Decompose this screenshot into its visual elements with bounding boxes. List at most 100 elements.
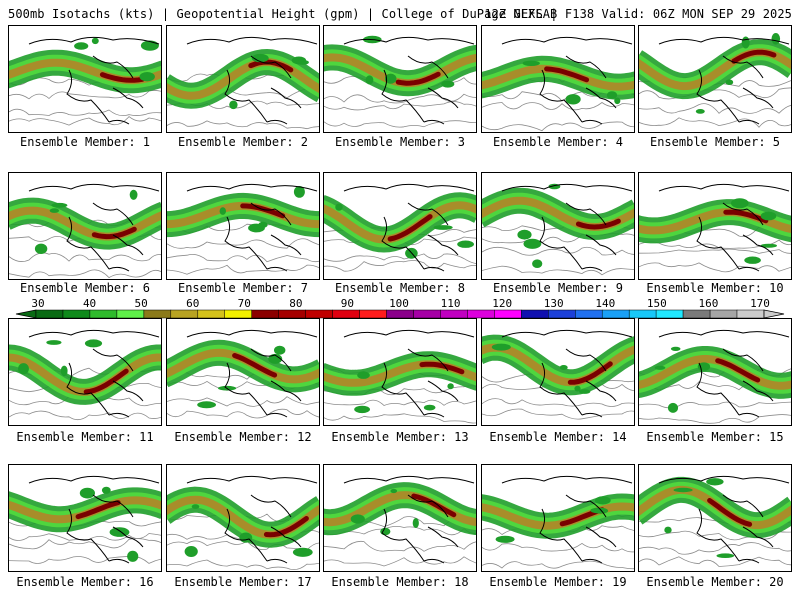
isotach-blob bbox=[74, 42, 89, 50]
isotach-blob bbox=[197, 401, 216, 409]
height-contour bbox=[324, 399, 476, 406]
isotach-blob bbox=[523, 238, 542, 249]
colorbar-tick-label: 80 bbox=[289, 297, 303, 310]
height-contour bbox=[9, 555, 161, 564]
coastline bbox=[343, 475, 475, 564]
coastline bbox=[186, 329, 318, 418]
member-caption: Ensemble Member: 10 bbox=[646, 281, 784, 295]
map-panel-member-10 bbox=[638, 172, 792, 280]
coastline bbox=[28, 36, 160, 125]
coastline bbox=[658, 36, 790, 125]
height-contour bbox=[9, 410, 161, 420]
height-contour bbox=[167, 396, 319, 407]
map-panel-member-9 bbox=[481, 172, 635, 280]
isotach-blob bbox=[744, 256, 761, 264]
colorbar-swatch bbox=[386, 309, 414, 319]
isotach-blob bbox=[129, 189, 138, 200]
map-panel-member-11 bbox=[8, 318, 162, 426]
isotach-blob bbox=[695, 109, 705, 114]
colorbar-tick-label: 130 bbox=[543, 297, 564, 310]
member-caption: Ensemble Member: 9 bbox=[492, 281, 624, 295]
colorbar-swatch bbox=[494, 309, 522, 319]
height-contour bbox=[324, 413, 476, 424]
isotach-blob bbox=[725, 79, 734, 85]
colorbar-left-arrow bbox=[15, 309, 37, 319]
member-caption: Ensemble Member: 13 bbox=[331, 430, 469, 444]
jet-core bbox=[83, 368, 129, 395]
isotach-blob bbox=[292, 547, 313, 557]
colorbar-right-arrow bbox=[763, 309, 785, 319]
isotach-blob bbox=[84, 339, 103, 348]
height-contour bbox=[9, 108, 161, 117]
isotach-blob bbox=[274, 345, 286, 355]
isotach-blob bbox=[667, 402, 679, 413]
jet-core bbox=[395, 71, 441, 86]
map-panel-member-18 bbox=[323, 464, 477, 572]
isotach-blob bbox=[423, 404, 436, 411]
jet-core bbox=[731, 49, 777, 64]
jet-core bbox=[387, 214, 433, 242]
coastline bbox=[658, 183, 790, 272]
jet-core bbox=[567, 361, 613, 385]
member-caption: Ensemble Member: 20 bbox=[646, 575, 784, 589]
colorbar-swatch bbox=[709, 309, 738, 319]
isotach-blob bbox=[593, 507, 609, 514]
member-caption: Ensemble Member: 19 bbox=[489, 575, 627, 589]
colorbar-swatch bbox=[35, 309, 64, 319]
isotach-blob bbox=[60, 365, 68, 377]
coastline bbox=[343, 183, 475, 272]
coastline bbox=[186, 475, 318, 564]
map-panel-member-5 bbox=[638, 25, 792, 133]
member-caption: Ensemble Member: 15 bbox=[646, 430, 784, 444]
isotach-blob bbox=[532, 259, 543, 268]
isotach-blob bbox=[606, 91, 618, 99]
height-contour bbox=[324, 556, 476, 567]
member-caption: Ensemble Member: 17 bbox=[174, 575, 312, 589]
isotach-blob bbox=[731, 198, 749, 209]
colorbar-swatch bbox=[170, 309, 199, 319]
member-caption: Ensemble Member: 5 bbox=[649, 135, 781, 149]
colorbar-tick-label: 60 bbox=[186, 297, 200, 310]
colorbar-swatch bbox=[251, 309, 279, 319]
height-contour bbox=[9, 538, 161, 550]
colorbar-swatch bbox=[197, 309, 226, 319]
jet-core bbox=[248, 59, 294, 73]
isotach-blob bbox=[354, 405, 370, 414]
isotach-blob bbox=[335, 203, 343, 211]
height-contour bbox=[324, 540, 476, 552]
isotach-blob bbox=[447, 383, 454, 390]
isotach-blob bbox=[716, 553, 735, 558]
height-contour bbox=[324, 101, 476, 111]
jet-core bbox=[723, 209, 769, 224]
member-caption: Ensemble Member: 7 bbox=[177, 281, 309, 295]
isotach-blob bbox=[49, 208, 60, 213]
member-caption: Ensemble Member: 3 bbox=[334, 135, 466, 149]
height-contour bbox=[9, 533, 161, 541]
isotach-blob bbox=[457, 240, 474, 248]
isotach-blob bbox=[191, 504, 200, 509]
height-contour bbox=[639, 87, 791, 100]
height-contour bbox=[639, 401, 791, 409]
jet-core bbox=[715, 358, 761, 383]
isotach-blob bbox=[491, 343, 511, 351]
jet-band-strong bbox=[167, 57, 319, 100]
member-caption: Ensemble Member: 14 bbox=[489, 430, 627, 444]
map-panel-member-4 bbox=[481, 25, 635, 133]
map-panel-member-2 bbox=[166, 25, 320, 133]
height-contour bbox=[167, 253, 319, 263]
isotach-blob bbox=[441, 80, 455, 88]
member-caption: Ensemble Member: 6 bbox=[19, 281, 151, 295]
colorbar-swatch bbox=[601, 309, 630, 319]
height-contour bbox=[639, 103, 791, 114]
jet-core bbox=[544, 66, 590, 83]
height-contour bbox=[167, 559, 319, 571]
isotach-blob bbox=[51, 202, 68, 208]
colorbar-tick-label: 90 bbox=[340, 297, 355, 310]
coastline bbox=[501, 183, 633, 272]
isotach-blob bbox=[350, 514, 365, 524]
isotach-blob bbox=[614, 97, 621, 105]
height-contour bbox=[639, 262, 791, 273]
coastline bbox=[28, 475, 160, 564]
isotach-blob bbox=[79, 487, 95, 499]
isotach-blob bbox=[139, 72, 155, 82]
